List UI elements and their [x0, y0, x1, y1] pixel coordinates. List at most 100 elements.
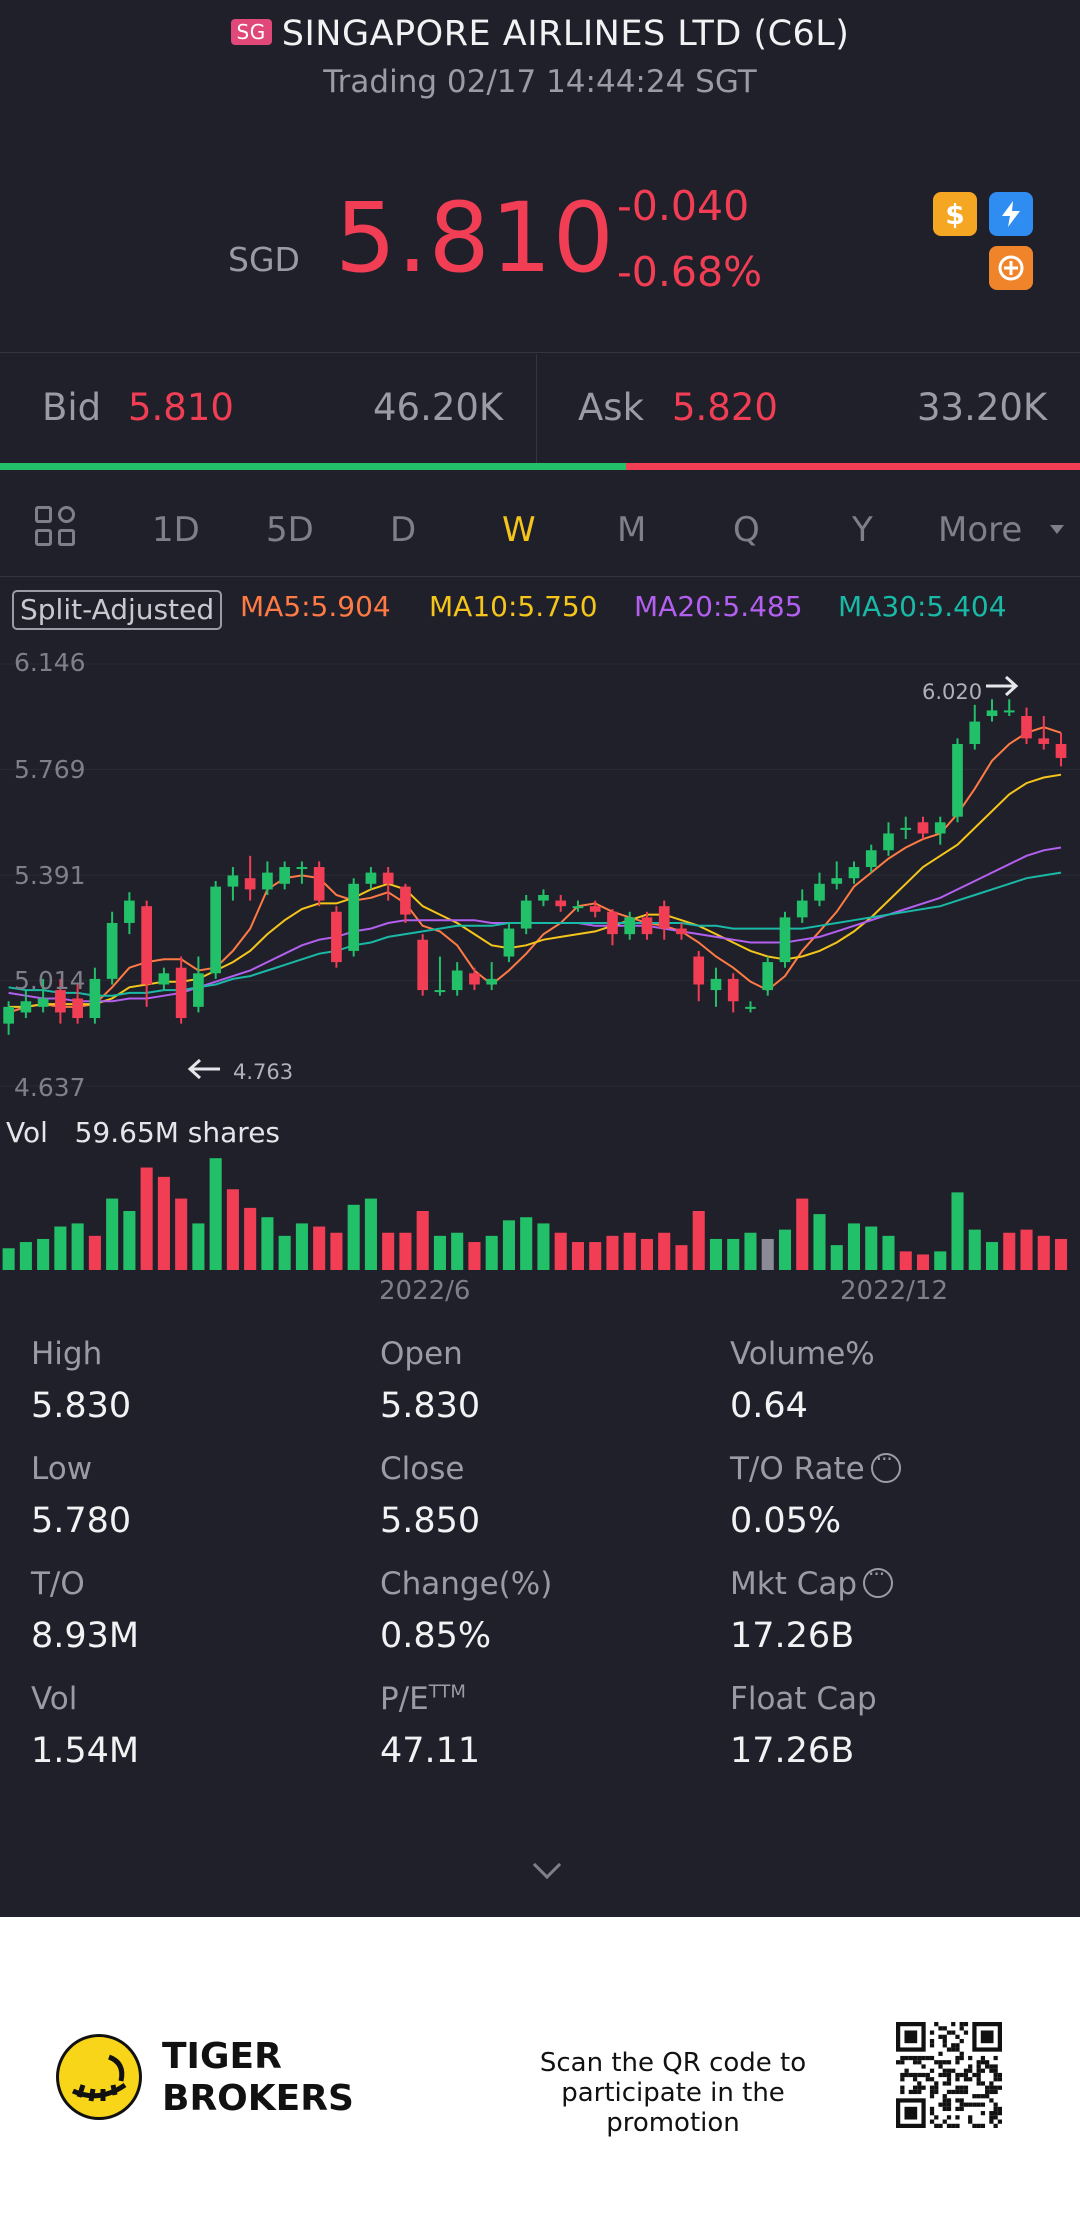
tab-5d[interactable]: 5D — [266, 510, 314, 550]
qr-module — [946, 2077, 952, 2082]
qr-module — [934, 2089, 939, 2095]
tab-1d[interactable]: 1D — [152, 510, 200, 550]
tab-more[interactable]: More — [938, 510, 1023, 550]
qr-module — [942, 2098, 947, 2103]
tab-y[interactable]: Y — [852, 510, 873, 550]
qr-code[interactable] — [896, 2022, 1002, 2128]
qr-module — [989, 2111, 994, 2116]
qr-module — [989, 2115, 994, 2120]
volume-bar — [744, 1232, 757, 1270]
trading-status: Trading 02/17 14:44:24 SGT — [323, 64, 757, 100]
volume-bar — [1003, 1232, 1016, 1270]
candle-body — [762, 962, 774, 991]
qr-module — [976, 2102, 981, 2107]
candle-body — [658, 906, 670, 929]
qr-module — [917, 2089, 922, 2095]
volume-bar — [502, 1220, 515, 1270]
qr-module — [968, 2115, 973, 2120]
qr-module — [997, 2085, 1002, 2090]
qr-module — [993, 2111, 998, 2116]
layout-grid-icon[interactable] — [35, 506, 77, 548]
qr-module — [989, 2068, 994, 2073]
stat-volpct-value: 0.64 — [730, 1386, 808, 1426]
candle-body — [348, 883, 360, 951]
info-icon[interactable] — [863, 1562, 894, 1598]
candle-body — [469, 973, 480, 985]
qr-module — [904, 2055, 909, 2061]
tiger-logo-icon — [56, 2034, 142, 2120]
qr-module — [976, 2068, 981, 2073]
candle-body — [365, 872, 377, 884]
candle-body — [89, 978, 101, 1019]
volume-bar — [520, 1217, 533, 1270]
candle-body — [227, 875, 239, 887]
volume-bar — [364, 1198, 377, 1270]
qr-module — [976, 2081, 981, 2086]
promo-line-2: participate in the promotion — [561, 2078, 785, 2138]
info-icon[interactable] — [870, 1447, 901, 1483]
qr-module — [925, 2072, 930, 2078]
qr-module — [946, 2089, 952, 2095]
candle-body — [1021, 716, 1032, 739]
dollar-icon[interactable]: $ — [933, 192, 977, 236]
brand-line-1: TIGER — [162, 2036, 282, 2077]
stat-pe: P/ETTM — [380, 1681, 466, 1717]
arrow-left-icon — [187, 1058, 220, 1080]
qr-module — [942, 2094, 947, 2099]
candle-body — [400, 886, 411, 915]
caret-down-icon[interactable] — [1048, 520, 1066, 538]
candle-body — [244, 878, 256, 890]
tab-d[interactable]: D — [390, 510, 417, 550]
volume-bar — [692, 1211, 705, 1270]
qr-module — [951, 2123, 956, 2128]
qr-module — [993, 2072, 998, 2078]
candle-body — [727, 978, 739, 1002]
qr-module — [968, 2068, 973, 2073]
stat-low-value: 5.780 — [31, 1501, 132, 1541]
qr-module — [963, 2089, 969, 2095]
qr-module — [985, 2094, 990, 2099]
qr-module — [929, 2119, 935, 2124]
short-sell-icon[interactable] — [989, 246, 1033, 290]
volume-bar — [1054, 1238, 1068, 1270]
promo-line-1: Scan the QR code to — [539, 2048, 807, 2078]
stat-floatcap-value: 17.26B — [730, 1731, 855, 1771]
qr-module — [959, 2022, 964, 2027]
volume-bar — [589, 1242, 602, 1270]
candle-body — [262, 872, 273, 890]
volume-bar — [882, 1235, 895, 1270]
qr-module — [946, 2123, 952, 2128]
ask-price: 5.820 — [672, 386, 778, 429]
volume-bar — [485, 1235, 498, 1270]
candle-body — [193, 973, 204, 1007]
volume-bar — [157, 1176, 170, 1270]
qr-module — [921, 2072, 926, 2078]
qr-module — [989, 2081, 994, 2086]
stat-open-label: Open — [380, 1336, 463, 1372]
qr-module — [900, 2072, 905, 2078]
qr-module — [976, 2060, 981, 2065]
candle-body — [313, 867, 325, 901]
candle-body — [382, 872, 394, 884]
stat-vol-label: Vol — [31, 1681, 78, 1717]
volume-chart[interactable] — [0, 1150, 1080, 1270]
tab-m[interactable]: M — [617, 510, 647, 550]
volume-bar — [640, 1238, 654, 1270]
split-adjusted-toggle[interactable]: Split-Adjusted — [12, 590, 223, 630]
volume-bar — [727, 1238, 740, 1270]
qr-module — [934, 2060, 939, 2065]
qr-module — [963, 2030, 969, 2035]
tab-q[interactable]: Q — [733, 510, 760, 550]
candle-body — [831, 878, 843, 884]
tab-w[interactable]: W — [502, 510, 536, 550]
ma5-legend: MA5:5.904 — [240, 590, 391, 623]
qr-module — [938, 2064, 943, 2069]
candle-body — [106, 922, 118, 979]
price-chart[interactable] — [0, 640, 1080, 1110]
volume-bar — [865, 1226, 878, 1270]
qr-module — [938, 2123, 943, 2128]
qr-module — [900, 2089, 905, 2095]
flash-icon[interactable] — [989, 192, 1033, 236]
volume-bar — [433, 1235, 446, 1270]
qr-module — [955, 2115, 960, 2120]
